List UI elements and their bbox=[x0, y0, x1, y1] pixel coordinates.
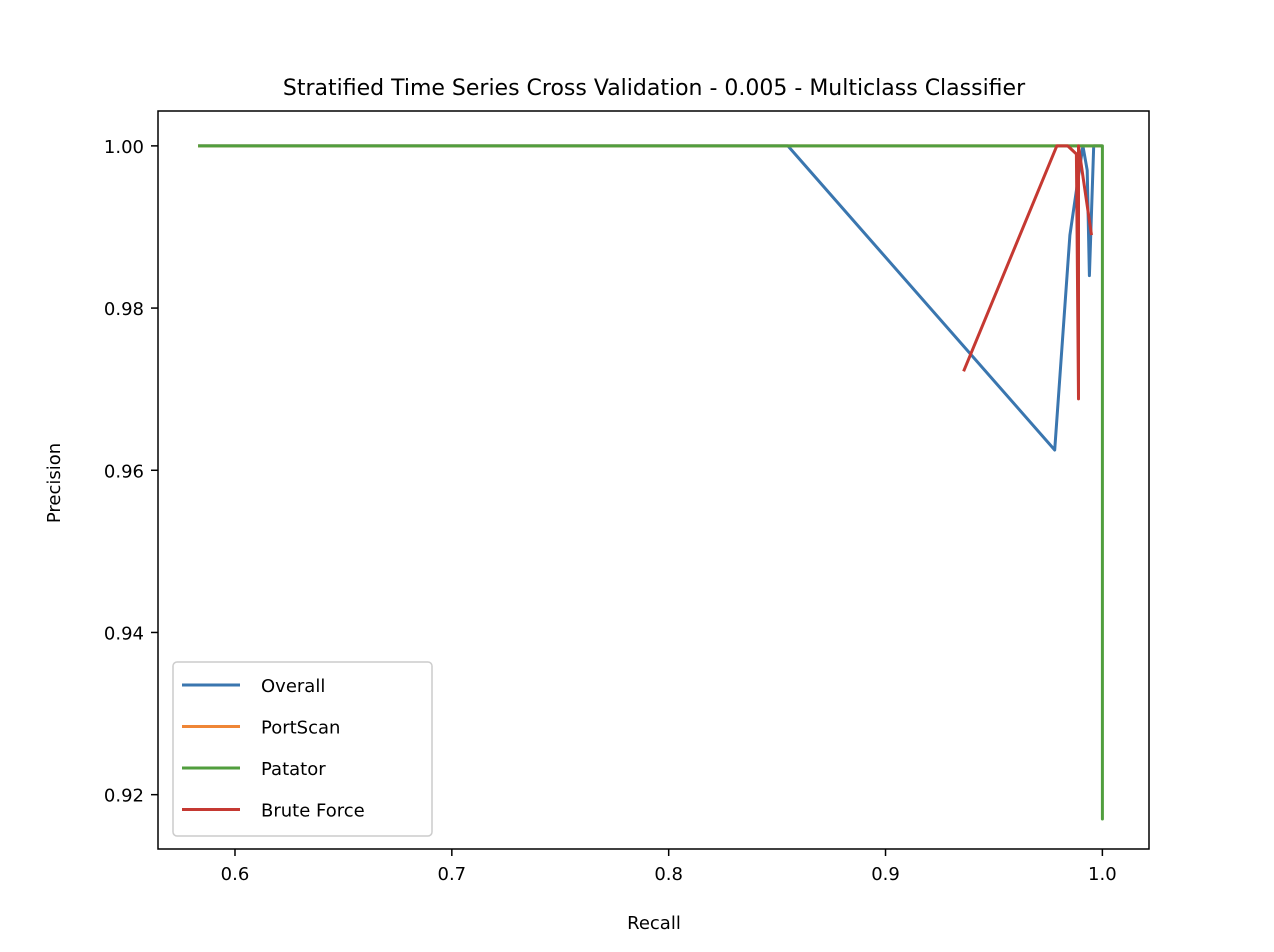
legend: Overall PortScan Patator Brute Force bbox=[173, 662, 432, 836]
legend-label: Overall bbox=[261, 676, 325, 697]
y-axis-label: Precision bbox=[44, 443, 65, 523]
chart-title: Stratified Time Series Cross Validation … bbox=[283, 76, 1026, 101]
series-line-overall bbox=[198, 146, 1102, 450]
y-axis-ticks: 0.92 0.94 0.96 0.98 1.00 bbox=[104, 137, 158, 807]
y-tick-label: 0.92 bbox=[104, 786, 144, 807]
legend-label: PortScan bbox=[261, 718, 340, 739]
x-tick-label: 0.7 bbox=[438, 864, 467, 885]
x-axis-ticks: 0.6 0.7 0.8 0.9 1.0 bbox=[221, 849, 1117, 885]
x-tick-label: 0.9 bbox=[871, 864, 900, 885]
legend-label: Patator bbox=[261, 759, 326, 780]
legend-label: Brute Force bbox=[261, 801, 365, 822]
x-tick-label: 1.0 bbox=[1088, 864, 1117, 885]
y-tick-label: 0.96 bbox=[104, 461, 144, 482]
y-tick-label: 0.98 bbox=[104, 299, 144, 320]
series-line-brute-force bbox=[964, 146, 1092, 399]
x-axis-label: Recall bbox=[627, 913, 681, 934]
x-tick-label: 0.8 bbox=[654, 864, 683, 885]
x-tick-label: 0.6 bbox=[221, 864, 250, 885]
y-tick-label: 1.00 bbox=[104, 137, 144, 158]
y-tick-label: 0.94 bbox=[104, 623, 144, 644]
